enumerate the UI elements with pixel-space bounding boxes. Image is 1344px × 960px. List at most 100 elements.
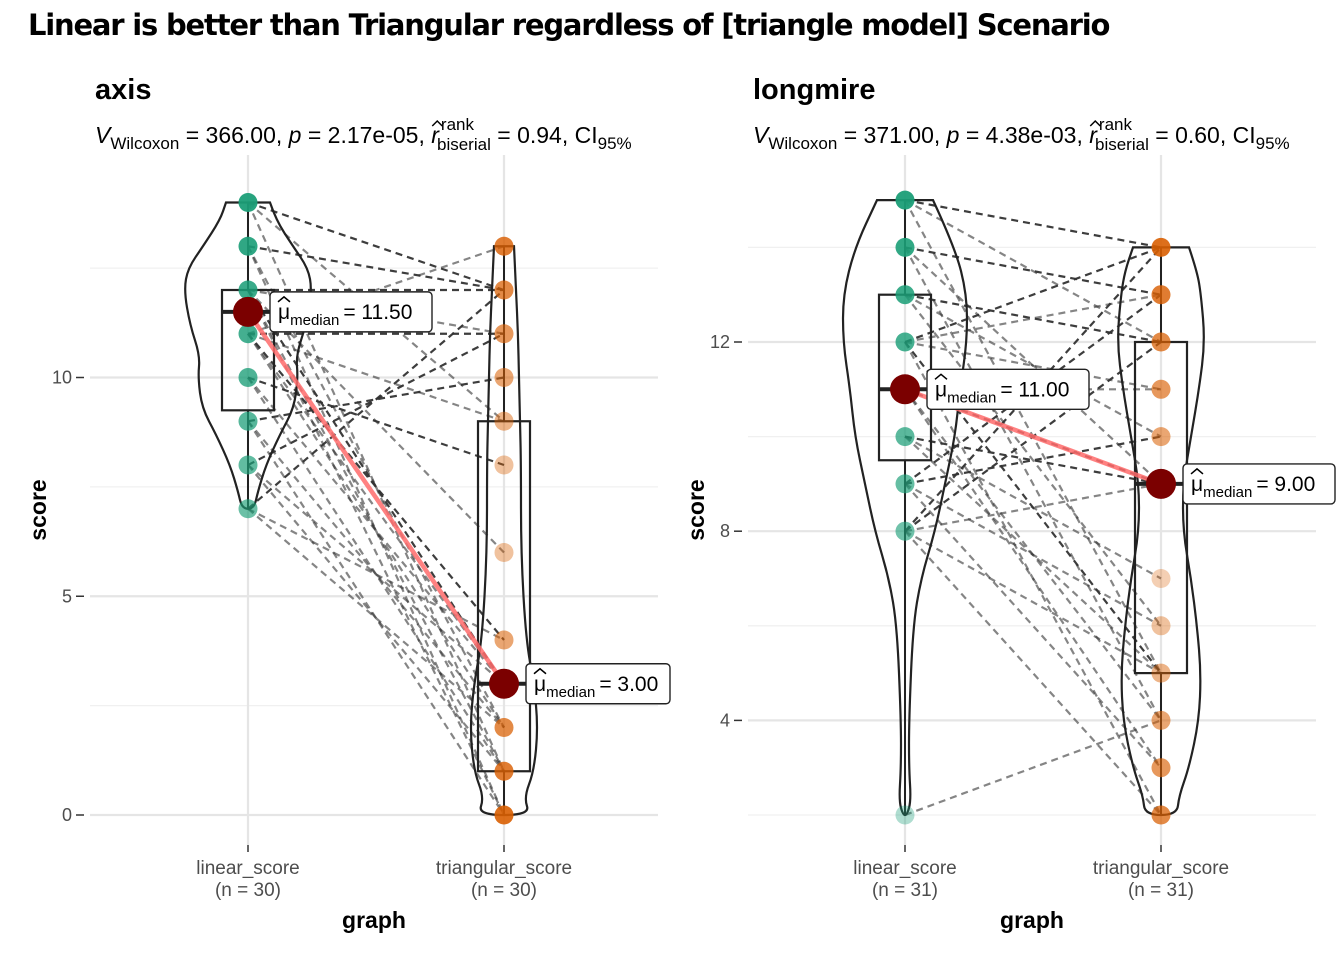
- median-label-text: μmedian = 11.00: [935, 378, 1069, 406]
- data-point: [1151, 616, 1171, 636]
- x-tick-label: triangular_score: [1093, 858, 1229, 879]
- paired-line: [904, 246, 1162, 721]
- median-label: μmedian = 11.00: [926, 368, 1090, 410]
- x-axis-label: graph: [342, 907, 406, 933]
- paired-line: [904, 294, 1162, 627]
- data-point: [494, 718, 514, 737]
- paired-line: [247, 333, 505, 641]
- paired-line: [247, 289, 505, 510]
- median-label-box: [926, 368, 1090, 410]
- paired-line: [247, 332, 505, 423]
- x-tick-label: triangular_score: [436, 858, 572, 879]
- x-axis-label: graph: [1000, 907, 1064, 933]
- paired-line: [904, 483, 1162, 769]
- paired-line: [904, 530, 1162, 675]
- data-point: [895, 521, 915, 541]
- panel-subtitle: VWilcoxon = 366.00, p = 2.17e-05, r rank b…: [95, 115, 632, 154]
- panel-subtitle: VWilcoxon = 371.00, p = 4.38e-03, r rank b…: [753, 115, 1290, 154]
- y-tick-label: 12: [710, 332, 730, 352]
- data-point: [895, 427, 915, 447]
- median-label-box: [269, 291, 433, 333]
- y-tick-label: 10: [52, 368, 72, 388]
- data-point: [1151, 237, 1171, 257]
- paired-line: [904, 293, 1162, 344]
- paired-line: [904, 246, 1162, 296]
- data-point: [895, 332, 915, 352]
- paired-line: [904, 719, 1162, 817]
- paired-line: [904, 435, 1162, 580]
- chart-title: Linear is better than Triangular regardl…: [28, 8, 1110, 42]
- data-point: [494, 324, 514, 344]
- median-label-text: μmedian = 11.50: [278, 301, 412, 329]
- y-axis-label: score: [683, 479, 709, 540]
- median-label-box: [525, 663, 671, 705]
- median-label-text: μmedian = 9.00: [1191, 473, 1315, 501]
- data-point: [895, 237, 915, 257]
- y-tick-label: 0: [62, 805, 72, 825]
- data-point: [238, 236, 258, 256]
- x-tick-label: linear_score: [196, 858, 300, 879]
- data-point: [238, 280, 258, 300]
- data-point: [238, 411, 258, 431]
- y-tick-label: 5: [62, 586, 72, 606]
- y-tick-label: 8: [720, 521, 730, 541]
- data-point: [494, 630, 514, 650]
- data-point: [238, 368, 258, 387]
- paired-line: [904, 340, 1162, 391]
- panel-title: longmire: [753, 74, 875, 106]
- x-tick-n-label: (n = 31): [872, 880, 938, 901]
- paired-line: [904, 530, 1162, 816]
- data-point: [494, 411, 514, 431]
- data-point: [1151, 805, 1171, 825]
- data-point: [494, 543, 514, 562]
- median-label: μmedian = 11.50: [269, 291, 433, 333]
- hat-icon: [431, 119, 443, 127]
- paired-line: [246, 202, 506, 772]
- y-axis-label: score: [25, 479, 51, 540]
- hat-icon: [1190, 467, 1204, 475]
- panel-title: axis: [95, 74, 151, 106]
- paired-line: [904, 199, 1162, 249]
- paired-line: [904, 293, 1162, 438]
- paired-line: [247, 464, 505, 685]
- median-point: [489, 668, 519, 699]
- data-point: [895, 474, 915, 494]
- hat-icon: [277, 295, 291, 303]
- data-point: [1151, 285, 1171, 305]
- paired-line: [904, 246, 1162, 344]
- hat-icon: [533, 667, 547, 675]
- paired-line: [246, 245, 506, 816]
- paired-line: [904, 435, 1162, 485]
- panel-longmire: longmire VWilcoxon = 371.00, p = 4.38e-03…: [683, 74, 1336, 933]
- data-point: [1151, 427, 1171, 447]
- data-point: [238, 455, 258, 475]
- paired-line: [247, 245, 505, 292]
- data-point: [494, 368, 514, 387]
- data-point: [494, 761, 514, 781]
- paired-line: [904, 482, 1162, 533]
- paired-line: [247, 376, 505, 685]
- median-point: [890, 374, 920, 405]
- y-tick-label: 4: [720, 710, 730, 730]
- data-point: [494, 805, 514, 825]
- paired-line: [247, 289, 505, 685]
- data-point: [1151, 663, 1171, 683]
- hat-icon: [1089, 119, 1101, 127]
- paired-line: [247, 201, 505, 292]
- median-label-text: μmedian = 3.00: [534, 673, 658, 701]
- data-point: [238, 499, 258, 519]
- data-point: [1151, 758, 1171, 778]
- data-point: [494, 455, 514, 475]
- hat-icon: [934, 373, 948, 380]
- data-point: [238, 193, 258, 212]
- paired-line: [247, 376, 505, 467]
- x-tick-label: linear_score: [853, 858, 957, 879]
- data-point: [494, 280, 514, 300]
- data-point: [1151, 569, 1171, 588]
- paired-line: [904, 482, 1162, 627]
- paired-line: [247, 376, 505, 423]
- x-tick-n-label: (n = 30): [471, 880, 537, 901]
- data-point: [1151, 710, 1171, 730]
